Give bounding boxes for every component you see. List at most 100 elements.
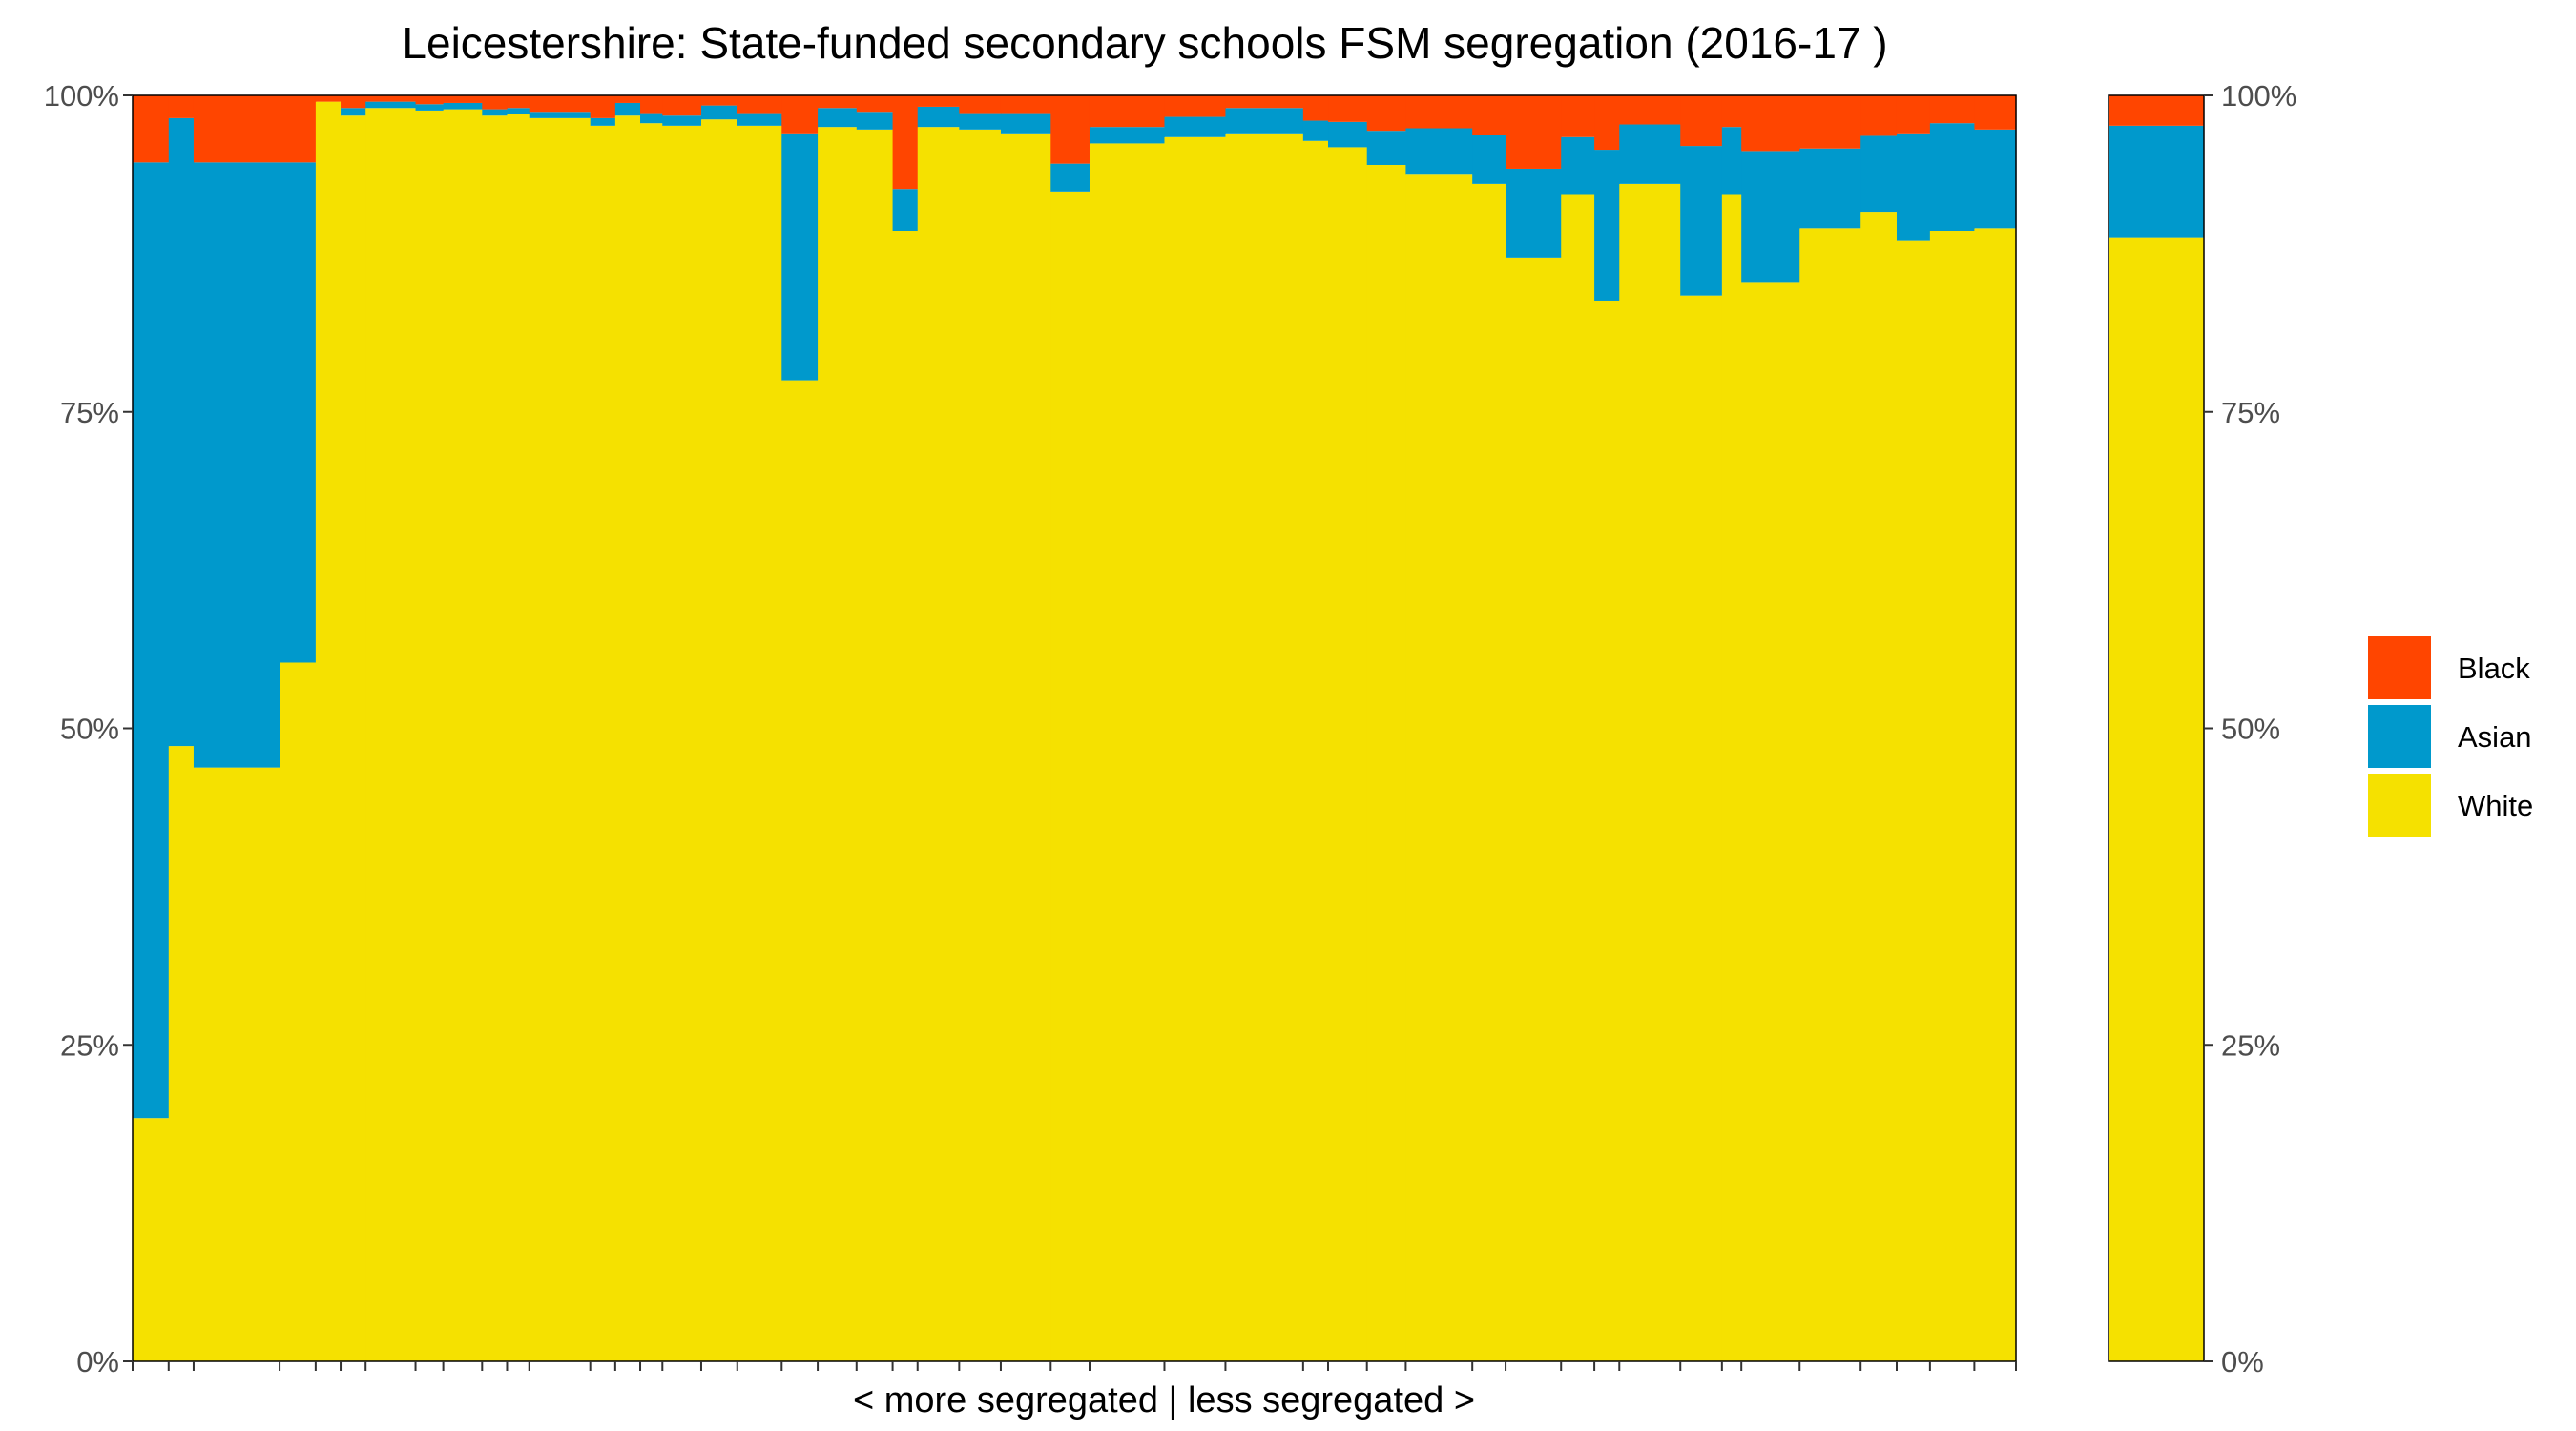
bar-school-4-black bbox=[280, 95, 317, 163]
y-tick-label-left-50: 50% bbox=[60, 713, 119, 746]
y-tick-label-right-75: 75% bbox=[2221, 396, 2280, 429]
x-axis-ticks bbox=[132, 1361, 2017, 1371]
bar-school-9-white bbox=[443, 109, 483, 1362]
bar-school-24-asian bbox=[959, 113, 1002, 130]
bar-school-26-white bbox=[1050, 191, 1091, 1362]
bar-school-45-asian bbox=[1929, 123, 1975, 231]
bar-school-39-asian bbox=[1680, 146, 1723, 296]
bar-school-7-black bbox=[365, 95, 417, 102]
bar-school-42-asian bbox=[1799, 148, 1861, 229]
bar-school-18-black bbox=[737, 95, 782, 114]
bar-school-41-asian bbox=[1741, 151, 1800, 283]
bar-school-29-asian bbox=[1225, 108, 1304, 134]
bar-school-40-black bbox=[1721, 95, 1742, 128]
bar-school-15-white bbox=[640, 123, 663, 1362]
bar-school-13-white bbox=[590, 125, 616, 1362]
bar-school-38-black bbox=[1619, 95, 1681, 125]
bar-school-15-black bbox=[640, 95, 663, 114]
bar-school-12-white bbox=[529, 117, 592, 1361]
legend: Black Asian White bbox=[2368, 636, 2533, 837]
bar-school-16-black bbox=[662, 95, 702, 116]
legend-label-black: Black bbox=[2458, 652, 2530, 685]
bar-school-23-asian bbox=[917, 106, 960, 128]
bar-school-21-asian bbox=[856, 112, 894, 130]
legend-key-asian bbox=[2368, 705, 2431, 768]
bar-school-36-asian bbox=[1561, 136, 1595, 195]
bar-school-13-black bbox=[590, 95, 616, 118]
bar-school-28-white bbox=[1164, 136, 1227, 1361]
bar-school-6-white bbox=[341, 115, 366, 1362]
bar-school-2-white bbox=[168, 746, 195, 1361]
bar-school-14-black bbox=[614, 95, 641, 103]
bar-school-43-black bbox=[1860, 95, 1898, 136]
x-axis-label: < more segregated | less segregated > bbox=[853, 1380, 1475, 1421]
bar-school-36-white bbox=[1561, 194, 1595, 1361]
bar-school-36-black bbox=[1561, 95, 1595, 137]
bar-school-24-black bbox=[959, 95, 1002, 114]
bar-school-35-black bbox=[1506, 95, 1562, 169]
bar-school-17-white bbox=[700, 119, 738, 1362]
bar-school-25-white bbox=[1000, 133, 1051, 1361]
bar-school-44-black bbox=[1896, 95, 1931, 134]
bar-school-39-white bbox=[1680, 295, 1723, 1361]
bar-total-white bbox=[2109, 237, 2204, 1361]
bar-school-21-white bbox=[856, 129, 894, 1362]
bar-school-10-black bbox=[482, 95, 509, 110]
bar-school-8-black bbox=[415, 95, 445, 105]
bar-school-29-black bbox=[1225, 95, 1304, 109]
bar-school-7-asian bbox=[365, 101, 417, 109]
bar-school-42-black bbox=[1799, 95, 1861, 149]
bar-school-44-asian bbox=[1896, 133, 1931, 241]
bar-school-41-black bbox=[1741, 95, 1800, 152]
bar-school-5-white bbox=[315, 101, 342, 1361]
bar-school-20-black bbox=[818, 95, 858, 109]
bar-school-30-black bbox=[1302, 95, 1329, 121]
bar-school-45-white bbox=[1929, 230, 1975, 1362]
bar-school-30-white bbox=[1302, 140, 1329, 1361]
bar-school-38-asian bbox=[1619, 124, 1681, 184]
bar-school-25-asian bbox=[1000, 113, 1051, 134]
bar-school-34-black bbox=[1472, 95, 1506, 135]
bar-school-9-black bbox=[443, 95, 483, 103]
bar-school-10-white bbox=[482, 115, 509, 1362]
bar-school-7-white bbox=[365, 108, 417, 1361]
bar-school-4-white bbox=[280, 662, 317, 1361]
bar-school-18-asian bbox=[737, 113, 782, 126]
bar-school-22-black bbox=[892, 95, 919, 190]
bar-school-34-white bbox=[1472, 183, 1506, 1361]
bar-school-42-white bbox=[1799, 228, 1861, 1362]
bar-school-3-white bbox=[193, 767, 280, 1361]
y-tick-label-right-50: 50% bbox=[2221, 713, 2280, 746]
bar-school-11-white bbox=[507, 114, 530, 1361]
bar-school-43-asian bbox=[1860, 135, 1898, 213]
bar-school-32-black bbox=[1366, 95, 1407, 132]
bar-school-40-white bbox=[1721, 194, 1742, 1361]
bar-school-28-black bbox=[1164, 95, 1227, 117]
bar-school-27-asian bbox=[1089, 127, 1166, 144]
bar-school-17-asian bbox=[700, 105, 738, 120]
bar-school-35-white bbox=[1506, 257, 1562, 1361]
chart-title: Leicestershire: State-funded secondary s… bbox=[402, 18, 1887, 68]
y-tick-label-left-25: 25% bbox=[60, 1028, 119, 1062]
bar-school-3-black bbox=[193, 95, 280, 163]
bar-school-10-asian bbox=[482, 109, 509, 116]
bar-school-15-asian bbox=[640, 113, 663, 124]
bar-school-26-asian bbox=[1050, 163, 1091, 192]
bar-school-14-asian bbox=[614, 102, 641, 116]
bar-school-31-white bbox=[1328, 147, 1368, 1361]
y-tick-label-right-0: 0% bbox=[2221, 1345, 2264, 1379]
bar-school-19-white bbox=[781, 380, 819, 1362]
bar-school-1-white bbox=[133, 1118, 170, 1361]
bar-school-32-asian bbox=[1366, 131, 1407, 165]
bar-school-44-white bbox=[1896, 240, 1931, 1362]
bar-school-38-white bbox=[1619, 183, 1681, 1361]
bar-school-28-asian bbox=[1164, 116, 1227, 137]
bar-school-11-asian bbox=[507, 108, 530, 114]
bar-school-8-white bbox=[415, 110, 445, 1361]
bar-school-23-black bbox=[917, 95, 960, 107]
legend-key-black bbox=[2368, 636, 2431, 699]
bar-school-22-white bbox=[892, 230, 919, 1362]
bar-school-24-white bbox=[959, 129, 1002, 1362]
bar-school-35-asian bbox=[1506, 168, 1562, 258]
y-axis-left: 0% 25% 50% 75% 100% bbox=[44, 79, 133, 1379]
